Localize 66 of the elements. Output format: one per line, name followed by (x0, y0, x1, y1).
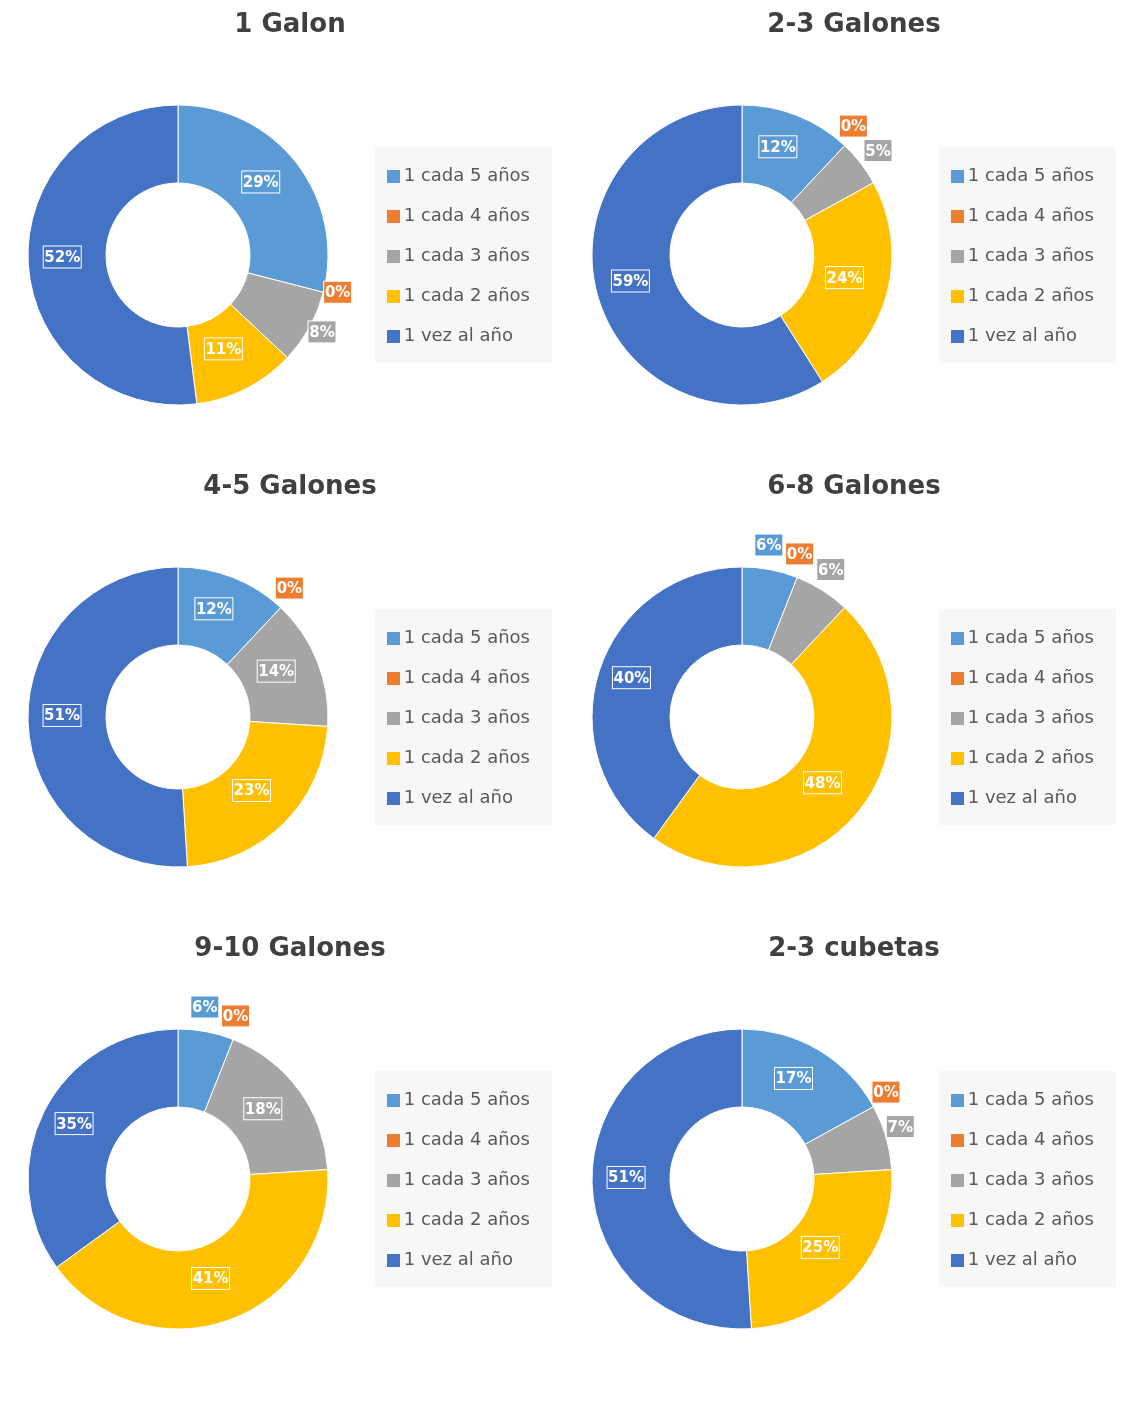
chart-title: 9-10 Galones (193, 932, 387, 964)
data-label: 7% (887, 1117, 913, 1136)
legend-label: 1 cada 4 años (403, 204, 530, 225)
data-label: 40% (613, 668, 650, 687)
chart-title: 2-3 Galones (766, 8, 942, 40)
legend-label: 1 cada 2 años (967, 746, 1094, 767)
data-label: 24% (826, 268, 863, 287)
data-label: 25% (802, 1238, 839, 1257)
text: 0% (873, 1083, 899, 1102)
legend-label: 1 cada 3 años (967, 1168, 1094, 1189)
data-label: 17% (775, 1069, 812, 1088)
data-label: 51% (608, 1168, 645, 1187)
data-label: 35% (56, 1114, 93, 1133)
legend-label: 1 vez al año (967, 786, 1077, 807)
data-label: 14% (258, 662, 295, 681)
text: 0% (786, 544, 813, 563)
text: 0% (840, 117, 867, 136)
legend-label: 1 cada 4 años (403, 666, 530, 687)
data-label: 5% (865, 141, 891, 160)
legend-label: 1 cada 5 años (403, 164, 530, 185)
data-label: 23% (233, 781, 270, 800)
data-label: 41% (192, 1269, 229, 1288)
legend-label: 1 cada 4 años (967, 1128, 1094, 1149)
legend-label: 1 cada 4 años (403, 1128, 530, 1149)
data-label: 12% (195, 599, 232, 618)
chart-title: 2-3 cubetas (767, 932, 941, 964)
text: 0% (324, 283, 351, 302)
legend-label: 1 cada 2 años (403, 1208, 530, 1229)
legend-label: 1 cada 5 años (967, 626, 1094, 647)
legend-label: 1 vez al año (967, 1248, 1077, 1269)
legend-label: 1 cada 5 años (403, 626, 530, 647)
data-label: 6% (192, 998, 218, 1017)
data-label: 48% (804, 773, 841, 792)
legend-label: 1 cada 5 años (403, 1088, 530, 1109)
legend-label: 1 cada 3 años (403, 244, 530, 265)
legend-label: 1 cada 5 años (967, 164, 1094, 185)
legend-label: 1 cada 2 años (403, 284, 530, 305)
legend-label: 1 vez al año (403, 1248, 513, 1269)
chart-title: 1 Galon (233, 8, 347, 40)
legend-label: 1 vez al año (403, 324, 513, 345)
legend-label: 1 cada 2 años (967, 1208, 1094, 1229)
data-label: 12% (759, 137, 796, 156)
text: 0% (276, 579, 303, 598)
legend-label: 1 vez al año (403, 786, 513, 807)
legend-label: 1 cada 3 años (967, 706, 1094, 727)
chart-title: 4-5 Galones (202, 470, 378, 502)
data-label: 51% (44, 706, 81, 725)
legend-label: 1 vez al año (967, 324, 1077, 345)
data-label: 11% (205, 339, 242, 358)
data-label: 6% (818, 560, 844, 579)
data-label: 18% (244, 1099, 281, 1118)
legend-label: 1 cada 3 años (403, 1168, 530, 1189)
chart-title: 6-8 Galones (766, 470, 942, 502)
text: 0% (222, 1006, 249, 1025)
data-label: 52% (44, 247, 81, 266)
legend-label: 1 cada 4 años (967, 204, 1094, 225)
legend-label: 1 cada 4 años (967, 666, 1094, 687)
legend-label: 1 cada 5 años (967, 1088, 1094, 1109)
legend-label: 1 cada 2 años (967, 284, 1094, 305)
data-label: 8% (309, 322, 335, 341)
data-label: 29% (242, 172, 279, 191)
data-label: 59% (612, 271, 649, 290)
legend-label: 1 cada 3 años (403, 706, 530, 727)
data-label: 6% (756, 536, 782, 555)
legend-label: 1 cada 2 años (403, 746, 530, 767)
legend-label: 1 cada 3 años (967, 244, 1094, 265)
